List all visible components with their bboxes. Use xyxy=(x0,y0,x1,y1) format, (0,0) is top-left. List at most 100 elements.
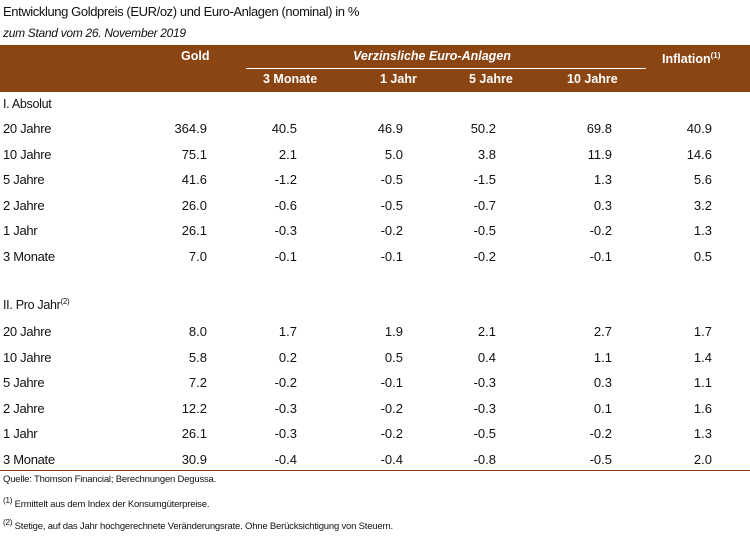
table-cell: 0.1 xyxy=(593,400,612,416)
table-header: Gold Verzinsliche Euro-Anlagen Inflation… xyxy=(0,45,750,92)
bottom-rule xyxy=(0,470,750,471)
row-label: 20 Jahre xyxy=(3,324,52,339)
table-cell: 1.3 xyxy=(693,426,712,442)
table-cell: 0.5 xyxy=(693,249,712,264)
table-cell: 26.1 xyxy=(181,426,207,442)
table-cell: -0.5 xyxy=(473,223,496,239)
table-cell: -0.2 xyxy=(473,249,496,264)
footnote-1: (1) Ermittelt aus dem Index der Konsumgü… xyxy=(3,496,210,511)
table-cell: 5.8 xyxy=(188,349,207,365)
table-cell: -0.4 xyxy=(380,452,403,467)
header-group-underline xyxy=(246,68,646,69)
table-cell: 46.9 xyxy=(377,121,403,136)
table-row: 20 Jahre 8.0 1.7 1.9 2.1 2.7 1.7 xyxy=(0,324,750,346)
row-label: 1 Jahr xyxy=(3,223,38,239)
header-col-10j: 10 Jahre xyxy=(567,72,618,86)
table-cell: 0.2 xyxy=(278,349,297,365)
table-row: 10 Jahre 75.1 2.1 5.0 3.8 11.9 14.6 xyxy=(0,147,750,169)
table-cell: 7.0 xyxy=(188,249,207,264)
table-cell: 0.3 xyxy=(593,197,612,213)
table-cell: 1.7 xyxy=(693,324,712,339)
table-cell: 1.3 xyxy=(693,223,712,239)
table-cell: 5.6 xyxy=(693,172,712,188)
table-cell: -0.3 xyxy=(473,400,496,416)
row-label: 2 Jahre xyxy=(3,197,45,213)
table-row: 5 Jahre 41.6 -1.2 -0.5 -1.5 1.3 5.6 xyxy=(0,172,750,194)
table-cell: 41.6 xyxy=(181,172,207,188)
table-cell: 69.8 xyxy=(586,121,612,136)
table-cell: -0.7 xyxy=(473,197,496,213)
row-label: 20 Jahre xyxy=(3,121,52,136)
row-label: 3 Monate xyxy=(3,452,55,467)
table-cell: 1.1 xyxy=(593,349,612,365)
row-label: 2 Jahre xyxy=(3,400,45,416)
table-cell: -0.1 xyxy=(274,249,297,264)
table-row: 20 Jahre 364.9 40.5 46.9 50.2 69.8 40.9 xyxy=(0,121,750,143)
table-subtitle: zum Stand vom 26. November 2019 xyxy=(3,26,186,40)
table-cell: 2.1 xyxy=(278,146,297,162)
table-cell: 1.7 xyxy=(278,324,297,339)
table-cell: 14.6 xyxy=(686,146,712,162)
table-cell: -0.5 xyxy=(380,197,403,213)
table-cell: 1.4 xyxy=(693,349,712,365)
table-title: Entwicklung Goldpreis (EUR/oz) und Euro-… xyxy=(3,4,359,19)
table-row: 5 Jahre 7.2 -0.2 -0.1 -0.3 0.3 1.1 xyxy=(0,375,750,397)
table-cell: -0.2 xyxy=(589,223,612,239)
table-cell: -1.5 xyxy=(473,172,496,188)
table-row: 10 Jahre 5.8 0.2 0.5 0.4 1.1 1.4 xyxy=(0,350,750,372)
table-cell: 0.4 xyxy=(477,349,496,365)
table-cell: 0.3 xyxy=(593,375,612,391)
table-cell: 40.5 xyxy=(271,121,297,136)
table-row: 3 Monate 30.9 -0.4 -0.4 -0.8 -0.5 2.0 xyxy=(0,452,750,474)
table-cell: -0.3 xyxy=(274,223,297,239)
header-group: Verzinsliche Euro-Anlagen xyxy=(353,49,511,63)
table-cell: 26.0 xyxy=(181,197,207,213)
table-cell: 12.2 xyxy=(181,400,207,416)
section-label: I. Absolut xyxy=(3,97,52,112)
table-cell: 1.3 xyxy=(593,172,612,188)
header-col-5j: 5 Jahre xyxy=(469,72,513,86)
table-cell: -0.5 xyxy=(589,452,612,467)
table-cell: 364.9 xyxy=(174,121,207,136)
row-label: 3 Monate xyxy=(3,249,55,264)
table-cell: 1.1 xyxy=(693,375,712,391)
section-label: II. Pro Jahr(2) xyxy=(3,297,70,313)
table-cell: 5.0 xyxy=(384,146,403,162)
table-cell: -0.2 xyxy=(380,426,403,442)
table-cell: 11.9 xyxy=(587,146,612,162)
header-col-1j: 1 Jahr xyxy=(380,72,417,86)
table-cell: -0.1 xyxy=(589,249,612,264)
table-row: 3 Monate 7.0 -0.1 -0.1 -0.2 -0.1 0.5 xyxy=(0,249,750,271)
row-label: 1 Jahr xyxy=(3,426,38,442)
table-cell: -0.2 xyxy=(589,426,612,442)
table-cell: 3.8 xyxy=(477,146,496,162)
table-cell: 50.2 xyxy=(470,121,496,136)
table-cell: 2.7 xyxy=(593,324,612,339)
header-gold: Gold xyxy=(181,49,210,63)
table-cell: 40.9 xyxy=(686,121,712,136)
table-cell: -0.2 xyxy=(380,400,403,416)
table-cell: 1.9 xyxy=(384,324,403,339)
row-label: 10 Jahre xyxy=(3,146,52,162)
header-col-3m: 3 Monate xyxy=(263,72,318,86)
table-cell: -0.5 xyxy=(473,426,496,442)
table-cell: 26.1 xyxy=(181,223,207,239)
row-label: 10 Jahre xyxy=(3,349,52,365)
table-row: 2 Jahre 26.0 -0.6 -0.5 -0.7 0.3 3.2 xyxy=(0,198,750,220)
table-cell: -1.2 xyxy=(274,172,297,188)
table-cell: -0.1 xyxy=(380,249,403,264)
footnote-source: Quelle: Thomson Financial; Berechnungen … xyxy=(3,474,217,485)
table-row: 2 Jahre 12.2 -0.3 -0.2 -0.3 0.1 1.6 xyxy=(0,401,750,423)
table-cell: 2.0 xyxy=(693,452,712,467)
table-cell: -0.4 xyxy=(274,452,297,467)
row-label: 5 Jahre xyxy=(3,375,45,391)
table-cell: -0.8 xyxy=(473,452,496,467)
footnote-2: (2) Stetige, auf das Jahr hochgerechnete… xyxy=(3,518,393,533)
table-cell: -0.2 xyxy=(380,223,403,239)
table-cell: 3.2 xyxy=(693,197,712,213)
table-cell: 1.6 xyxy=(693,400,712,416)
table-cell: 30.9 xyxy=(181,452,207,467)
table-row: 1 Jahr 26.1 -0.3 -0.2 -0.5 -0.2 1.3 xyxy=(0,426,750,448)
table-cell: -0.5 xyxy=(380,172,403,188)
table-cell: -0.6 xyxy=(274,197,297,213)
